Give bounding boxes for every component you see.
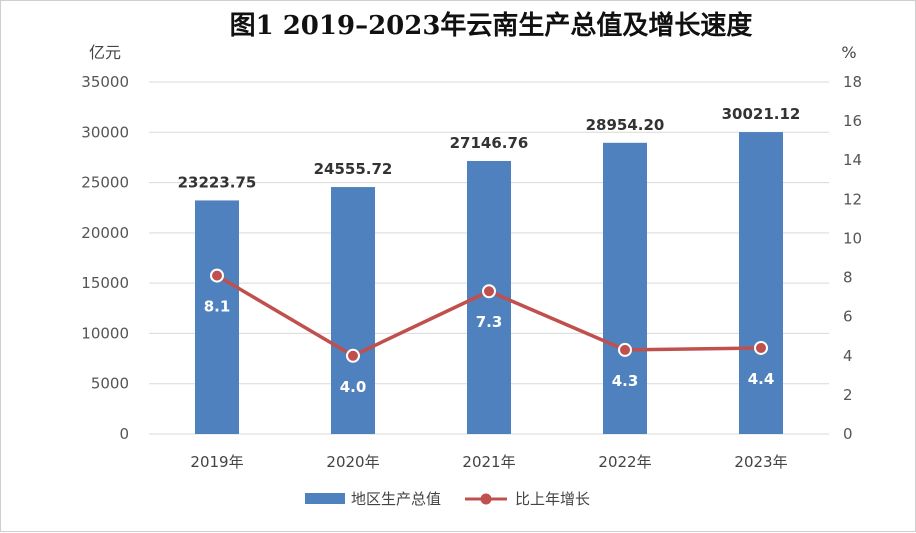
right-axis-tick-label: 18 [843, 73, 862, 91]
left-axis-tick-label: 10000 [81, 324, 129, 342]
line-point-label: 8.1 [204, 298, 231, 316]
legend-bar-label: 地区生产总值 [351, 490, 441, 508]
bar-series: 23223.75 24555.72 27146.76 28954.20 30021.12 [178, 105, 801, 435]
line-point-label: 7.3 [476, 313, 503, 331]
left-axis-tick-label: 25000 [81, 174, 129, 192]
bar-value-label: 27146.76 [450, 134, 529, 152]
bar [603, 142, 647, 434]
left-axis-unit: 亿元 [89, 43, 121, 62]
bar [739, 132, 783, 434]
right-axis-tick-label: 12 [843, 190, 862, 208]
line-series: 8.1 4.0 7.3 4.3 4.4 [204, 268, 775, 396]
chart-title: 图1 2019–2023年云南生产总值及增长速度 [230, 10, 753, 41]
category-label: 2019年 [190, 453, 243, 471]
right-axis-tick-label: 14 [843, 151, 862, 169]
right-axis-tick-label: 2 [843, 386, 853, 404]
right-axis-ticks: 0 2 4 6 8 10 12 14 16 18 [843, 73, 862, 443]
bar-value-label: 23223.75 [178, 173, 257, 191]
legend-line-marker [480, 493, 492, 505]
right-axis-tick-label: 0 [843, 425, 853, 443]
line-point [754, 340, 768, 355]
line-point [618, 342, 632, 357]
category-label: 2021年 [462, 453, 515, 471]
left-axis-tick-label: 15000 [81, 274, 129, 292]
left-axis-tick-label: 0 [119, 425, 129, 443]
category-label: 2022年 [598, 453, 651, 471]
bar-value-label: 24555.72 [314, 160, 393, 178]
right-axis-unit: % [841, 43, 856, 62]
left-axis-tick-label: 35000 [81, 73, 129, 91]
legend-bar-swatch [305, 493, 345, 504]
category-label: 2020年 [326, 453, 379, 471]
right-axis-tick-label: 6 [843, 308, 853, 326]
line-point [210, 268, 224, 283]
left-axis-tick-label: 30000 [81, 123, 129, 141]
legend-line-label: 比上年增长 [515, 490, 590, 508]
line-point [482, 284, 496, 299]
category-labels: 2019年 2020年 2021年 2022年 2023年 [190, 453, 787, 471]
right-axis-tick-label: 10 [843, 229, 862, 247]
left-axis-ticks: 0 5000 10000 15000 20000 25000 30000 35000 [81, 73, 129, 443]
right-axis-tick-label: 4 [843, 347, 853, 365]
legend: 地区生产总值 比上年增长 [305, 490, 590, 508]
line-point-label: 4.3 [612, 372, 639, 390]
left-axis-tick-label: 20000 [81, 224, 129, 242]
left-axis-tick-label: 5000 [91, 375, 129, 393]
bar-value-label: 30021.12 [722, 105, 801, 123]
right-axis-tick-label: 16 [843, 112, 862, 130]
bar [331, 187, 375, 434]
line-point-label: 4.4 [748, 370, 775, 388]
bar-value-label: 28954.20 [586, 116, 665, 134]
right-axis-tick-label: 8 [843, 269, 853, 287]
line-point-label: 4.0 [340, 378, 367, 396]
category-label: 2023年 [734, 453, 787, 471]
line-point [346, 348, 360, 363]
bar [195, 200, 239, 434]
